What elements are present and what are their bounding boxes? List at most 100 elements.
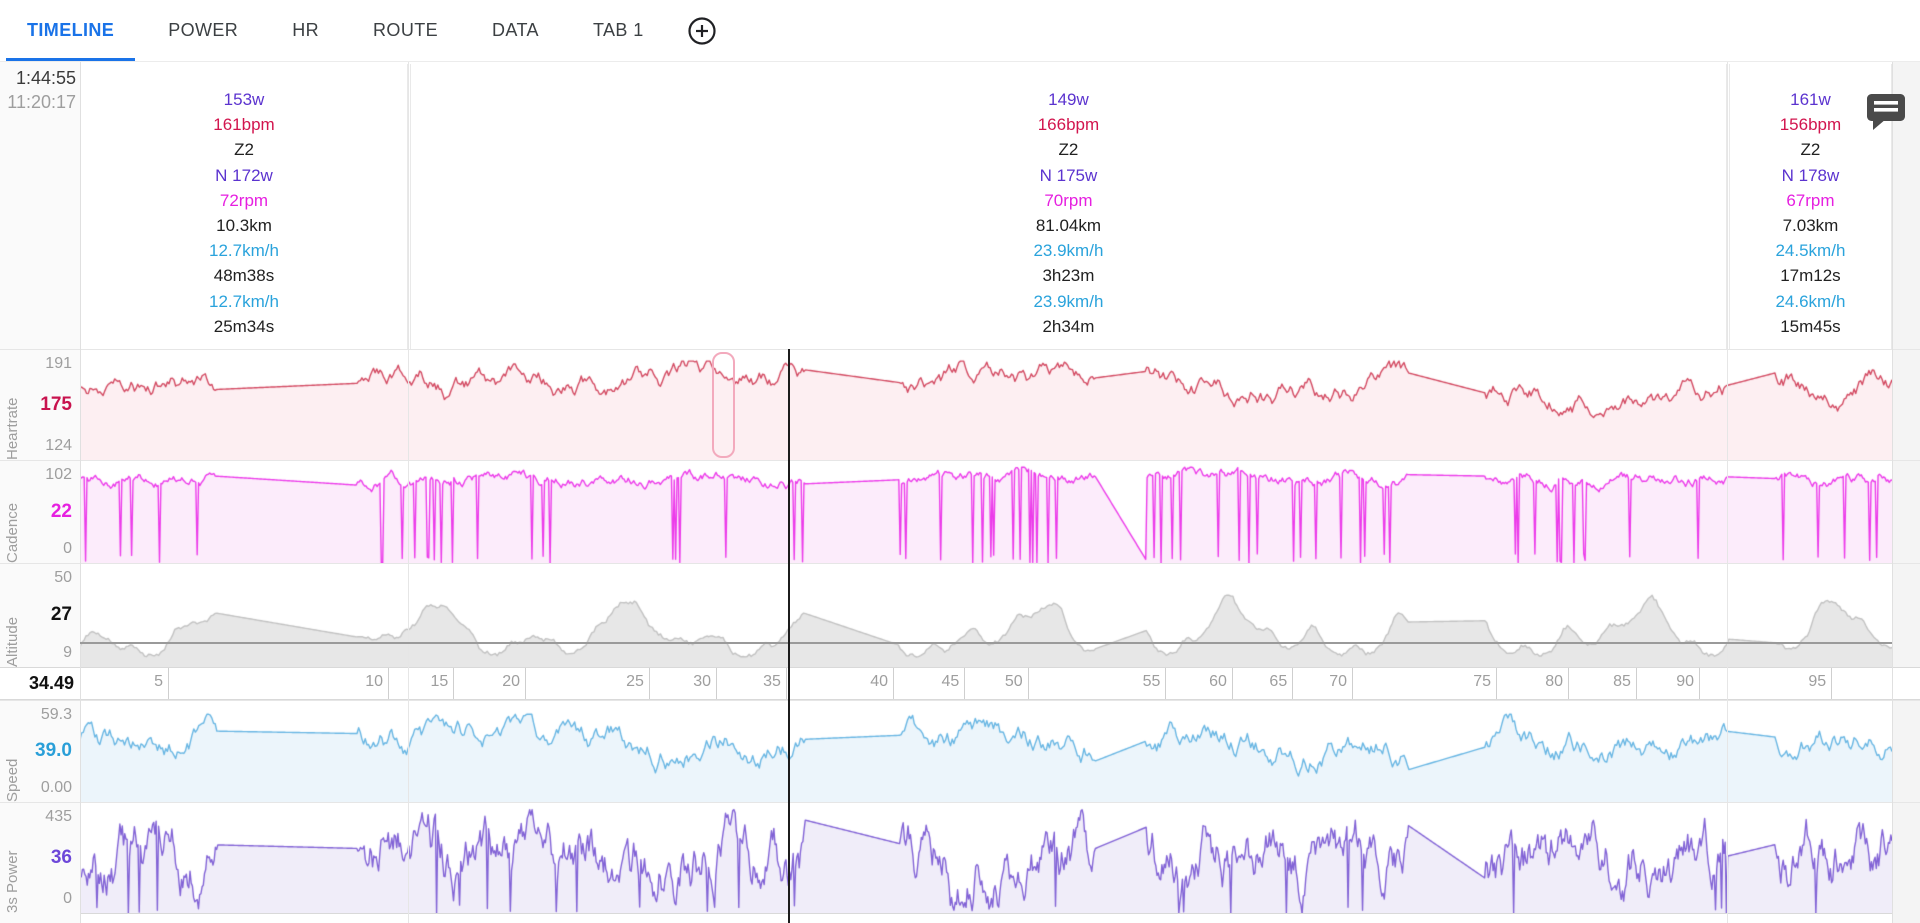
interval-stat-speed: 24.5km/h <box>1775 241 1846 261</box>
x-tick-line <box>1292 668 1294 699</box>
y-tick-label: 9 <box>63 644 72 661</box>
y-current-value: 175 <box>40 393 72 415</box>
y-tick-label: 0.00 <box>40 779 72 796</box>
plot-left-edge <box>80 62 81 923</box>
y-tick-label: 0 <box>63 540 72 557</box>
interval-card-2[interactable]: 149w 166bpm Z2 N 175w 70rpm 81.04km 23.9km/h 3h… <box>409 64 1728 349</box>
tab-timeline[interactable]: TIMELINE <box>0 0 141 61</box>
interval-stat-power: N 172w <box>215 165 273 185</box>
x-tick-label: 85 <box>1613 673 1631 690</box>
x-tick-label: 30 <box>693 673 711 690</box>
selection-pill-marker[interactable] <box>712 352 736 458</box>
tab-power[interactable]: POWER <box>168 20 239 40</box>
interval-stat-cadence: 67rpm <box>1786 190 1835 210</box>
x-tick-label: 50 <box>1004 673 1023 690</box>
x-tick-line <box>388 668 390 699</box>
interval-stat-power: N 178w <box>1781 165 1840 185</box>
track-speed: Speed 59.3 39.0 0.00 <box>0 700 1920 803</box>
chart-canvas-cadence[interactable] <box>80 461 1892 564</box>
altitude-current-line <box>80 642 1892 644</box>
clock-time-label: 11:20:17 <box>7 92 76 112</box>
x-tick-line <box>648 668 650 699</box>
x-tick-line <box>1496 668 1498 699</box>
left-axis-gutter <box>0 62 80 923</box>
comment-bubble-icon <box>1867 94 1905 130</box>
interval-stat-plain: 15m45s <box>1780 316 1841 336</box>
interval-stat-plain: Z2 <box>1058 140 1079 160</box>
interval-stat-speed: 12.7km/h <box>209 241 279 261</box>
interval-boundary-line <box>407 62 409 923</box>
interval-stat-power: 153w <box>223 90 265 109</box>
interval-stat-plain: Z2 <box>234 140 254 160</box>
x-axis-cursor-value: 34.49 <box>28 673 74 693</box>
interval-stat-plain: 48m38s <box>213 266 275 286</box>
interval-stat-plain: 3h23m <box>1042 266 1095 286</box>
interval-stat-hr: 166bpm <box>1037 115 1100 135</box>
track-3s-power: 3s Power 435 36 0 <box>0 802 1920 914</box>
y-current-value: 22 <box>50 500 72 522</box>
x-tick-line <box>716 668 717 699</box>
interval-card-3[interactable]: 161w 156bpm Z2 N 178w 67rpm 7.03km 24.5km/h 17m… <box>1728 64 1892 349</box>
next-track-sliver <box>80 913 1892 923</box>
interval-card-1[interactable]: 153w 161bpm Z2 N 172w 72rpm 10.3km 12.7km/h 48m… <box>80 64 408 349</box>
plot-right-edge <box>1892 62 1893 923</box>
cursor-times: 1:44:55 11:20:17 <box>0 66 76 114</box>
chart-canvas-heartrate[interactable] <box>80 350 1892 461</box>
x-tick-label: 90 <box>1676 673 1695 690</box>
y-tick-label: 50 <box>54 569 72 586</box>
x-tick-label: 20 <box>502 673 521 690</box>
plus-circle-icon <box>688 16 716 45</box>
interval-stat-cadence: 70rpm <box>1044 190 1093 210</box>
track-cadence: Cadence 102 22 0 <box>0 460 1920 564</box>
x-tick-line <box>964 668 966 699</box>
interval-stat-plain: 10.3km <box>216 216 272 236</box>
y-current-value: 39.0 <box>35 740 72 761</box>
x-tick-label: 10 <box>365 673 384 690</box>
interval-stat-hr: 156bpm <box>1779 115 1842 135</box>
tab-data[interactable]: DATA <box>492 20 539 40</box>
chart-cursor-line[interactable] <box>788 349 791 923</box>
add-tab-button[interactable] <box>685 14 719 48</box>
interval-stats-strip: 153w 161bpm Z2 N 172w 72rpm 10.3km 12.7km/h 48m… <box>80 62 1892 349</box>
y-tick-label: 102 <box>45 466 72 483</box>
x-tick-line <box>1699 668 1701 699</box>
right-gutter <box>1892 62 1920 923</box>
x-tick-label: 60 <box>1209 673 1227 690</box>
chart-canvas-altitude[interactable] <box>80 564 1892 668</box>
x-tick-label: 80 <box>1545 673 1563 690</box>
x-tick-label: 45 <box>941 673 960 690</box>
interval-stat-plain: 25m34s <box>213 316 275 336</box>
interval-boundary-line <box>1727 62 1729 923</box>
x-tick-line <box>168 668 170 699</box>
y-tick-label: 191 <box>45 355 72 372</box>
interval-stat-cadence: 72rpm <box>219 190 269 210</box>
x-tick-label: 15 <box>430 673 449 690</box>
interval-stat-plain: 17m12s <box>1780 266 1841 286</box>
x-tick-label: 75 <box>1473 673 1492 690</box>
x-tick-line <box>785 668 787 699</box>
y-current-value: 27 <box>50 604 72 625</box>
comment-button[interactable] <box>1862 92 1908 137</box>
x-tick-label: 5 <box>154 673 164 690</box>
x-tick-line <box>1831 668 1833 699</box>
chart-canvas-speed[interactable] <box>80 701 1892 803</box>
tab-route[interactable]: ROUTE <box>373 20 439 40</box>
x-tick-line <box>1352 668 1354 699</box>
interval-stat-plain: 7.03km <box>1782 216 1839 236</box>
interval-stat-plain: Z2 <box>1800 140 1821 160</box>
tab-tab1[interactable]: TAB 1 <box>592 20 644 40</box>
x-tick-label: 55 <box>1142 673 1161 690</box>
x-tick-line <box>893 668 895 699</box>
interval-stat-speed: 24.6km/h <box>1775 291 1846 311</box>
x-tick-label: 70 <box>1329 673 1348 690</box>
interval-stat-hr: 161bpm <box>213 115 275 135</box>
y-tick-label: 124 <box>45 437 72 454</box>
interval-stat-speed: 23.9km/h <box>1033 241 1104 261</box>
chart-canvas-3s-power[interactable] <box>80 803 1892 914</box>
x-tick-label: 95 <box>1808 673 1827 690</box>
x-tick-line <box>1635 668 1637 699</box>
x-tick-line <box>453 668 455 699</box>
interval-stat-speed: 23.9km/h <box>1033 291 1104 311</box>
tab-hr[interactable]: HR <box>292 20 320 40</box>
x-tick-line <box>525 668 527 699</box>
